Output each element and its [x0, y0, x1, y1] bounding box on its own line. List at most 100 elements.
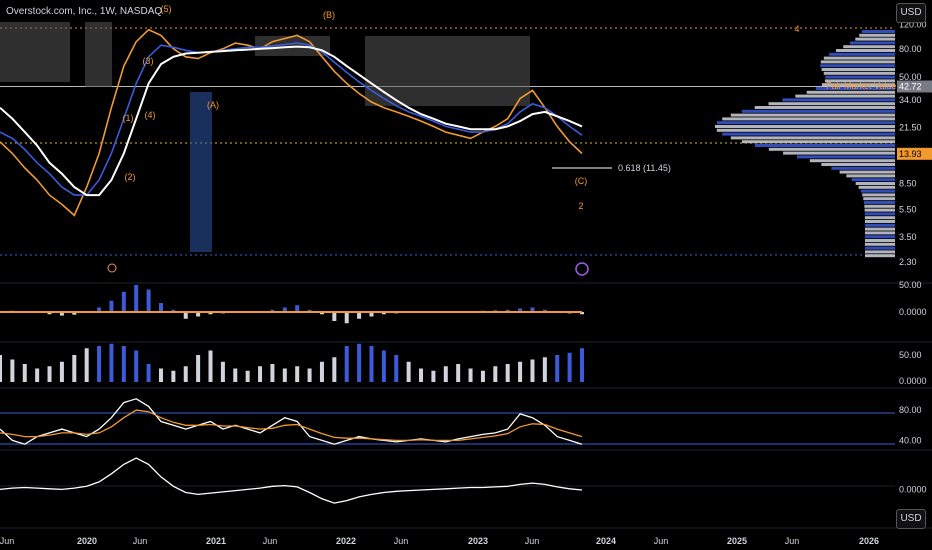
bars2-bar: [394, 355, 399, 382]
volume-profile-bar: [863, 201, 895, 204]
wave-label: 4: [794, 24, 799, 34]
bars2-bar: [84, 348, 89, 382]
wave-label: (4): [145, 110, 156, 120]
volume-profile-bar: [825, 75, 895, 79]
osc1-bar: [196, 312, 201, 317]
price-series-line: [0, 45, 583, 197]
volume-profile-bar: [722, 117, 895, 121]
volume-profile-bar: [820, 64, 895, 68]
volume-profile-bar: [783, 151, 895, 155]
volume-profile-bar: [795, 94, 895, 98]
bars2-bar: [109, 343, 114, 382]
bars2-bar: [542, 357, 547, 382]
volume-profile-bar: [741, 109, 895, 113]
osc1-bar: [319, 312, 324, 315]
bars2-bar: [580, 348, 584, 382]
bars2-bar: [419, 368, 424, 382]
bars2-bar: [505, 364, 510, 382]
volume-profile-bar: [821, 68, 895, 71]
fib-label: 0.618 (11.45): [618, 163, 671, 173]
bars2-bar: [97, 346, 102, 382]
volume-profile-bar: [864, 208, 895, 212]
volume-profile-bar: [741, 140, 895, 144]
volume-profile-bar: [860, 189, 895, 193]
bars2-bar: [567, 352, 572, 382]
osc1-bar: [97, 307, 102, 312]
time-tick-label: 2025: [727, 536, 747, 546]
bars2-bar: [332, 357, 337, 382]
volume-profile-bar: [823, 56, 895, 60]
bars2-bar: [47, 366, 52, 382]
bars2-bar: [171, 370, 176, 382]
wave-label: (1): [123, 113, 134, 123]
osc1-bar: [369, 312, 374, 317]
osc1-bar: [542, 309, 547, 312]
volume-profile-bar: [730, 113, 895, 117]
bars2-bar: [282, 368, 287, 382]
bars2-bar: [319, 361, 324, 382]
time-tick-label: Jun: [525, 536, 540, 546]
bars2-bar: [0, 355, 2, 382]
bars2-bar: [72, 355, 77, 382]
pane-series-line: [0, 409, 583, 442]
bars2-bar: [220, 361, 225, 382]
fair-value-badge: 42.72: [899, 81, 922, 91]
volume-profile-bar: [839, 170, 895, 174]
osc1-bar: [146, 289, 151, 312]
osc1-bar: [171, 309, 176, 312]
osc1-bar: [134, 285, 139, 312]
osc1-bar: [208, 312, 213, 315]
osc1-bar: [580, 312, 584, 315]
osc1-bar: [344, 312, 349, 324]
bars2-bar: [456, 364, 461, 382]
time-tick-label: Jun: [263, 536, 278, 546]
volume-profile-bar: [730, 136, 895, 140]
pane-tick-label: 0.0000: [899, 307, 927, 317]
osc1-bar: [270, 309, 275, 312]
time-tick-label: 2024: [596, 536, 616, 546]
fair-value-badge-bg: [897, 80, 932, 93]
bars2-bar: [468, 368, 473, 382]
osc1-bar: [158, 303, 163, 312]
volume-profile-bar: [843, 45, 895, 49]
currency-button-top[interactable]: USD: [896, 3, 926, 23]
time-tick-label: Jun: [0, 536, 14, 546]
symbol-title: Overstock.com, Inc., 1W, NASDAQ: [6, 6, 163, 17]
bars2-bar: [196, 355, 201, 382]
price-tick-label: 5.50: [899, 205, 917, 215]
osc1-bar: [47, 312, 52, 315]
volume-profile-bar: [823, 71, 895, 75]
time-tick-label: 2021: [206, 536, 226, 546]
bars2-bar: [208, 350, 213, 382]
volume-profile-bar: [864, 235, 895, 239]
wave-label: (B): [323, 10, 335, 20]
volume-profile-bar: [864, 246, 895, 250]
volume-profile-bar: [831, 166, 895, 170]
cloud-block: [85, 22, 112, 87]
volume-profile-bar: [864, 239, 895, 242]
osc1-bar: [109, 300, 114, 312]
volume-profile-bar: [849, 41, 895, 45]
volume-profile-bar: [855, 182, 895, 185]
volume-profile-bar: [861, 30, 895, 33]
wave-label: (5): [161, 4, 172, 14]
bars2-bar: [357, 343, 362, 382]
pane-series-line: [0, 398, 583, 445]
volume-profile-bar: [806, 90, 895, 94]
fair-market-value-label: Fair Market Value: [826, 81, 896, 91]
time-tick-label: 2022: [336, 536, 356, 546]
cloud-block: [365, 36, 530, 106]
volume-profile-bar: [846, 174, 895, 178]
bars2-bar: [59, 361, 64, 382]
osc1-bar: [381, 312, 386, 315]
current-price-badge: 13.93: [899, 149, 922, 159]
pane-tick-label: 0.0000: [899, 484, 927, 494]
volume-profile-bar: [796, 155, 895, 159]
volume-profile-bar: [864, 212, 895, 216]
pane-tick-label: 50.00: [899, 280, 922, 290]
osc1-bar: [307, 309, 312, 312]
price-tick-label: 50.00: [899, 72, 922, 82]
volume-profile-bar: [821, 163, 895, 166]
currency-button-bottom[interactable]: USD: [896, 509, 926, 529]
bars2-bar: [480, 370, 485, 382]
